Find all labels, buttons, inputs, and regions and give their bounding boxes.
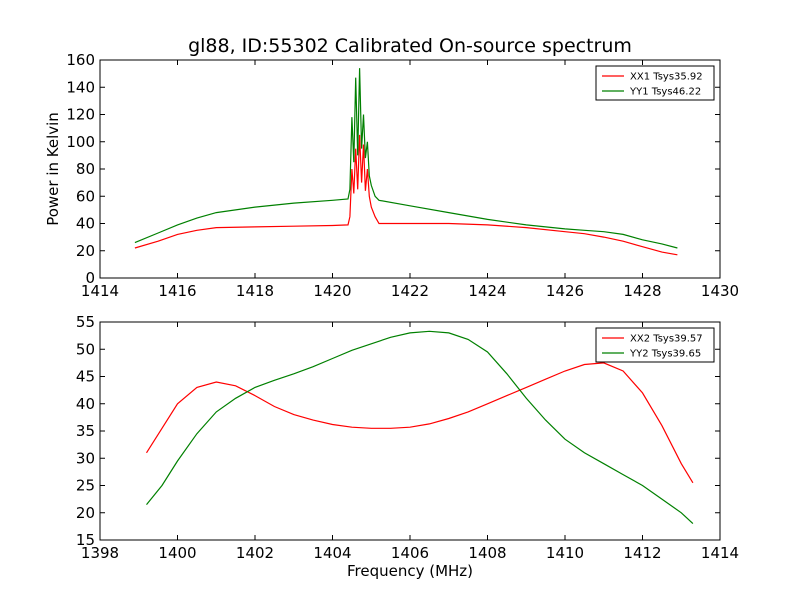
- y-tick-label: 140: [66, 78, 95, 96]
- bottom-spectrum-chart: Frequency (MHz) 1398 1400 1402 1404 1406 1408…: [76, 313, 739, 580]
- y-tick-label: 100: [66, 133, 95, 151]
- legend-entry: YY2 Tsys39.65: [629, 349, 701, 360]
- y-tick-label: 55: [76, 313, 95, 331]
- bottom-plot-area: 1398 1400 1402 1404 1406 1408 1410 1412 1414 15 20…: [76, 313, 739, 562]
- x-tick-label: 1398: [81, 544, 119, 562]
- legend: XX1 Tsys35.92 YY1 Tsys46.22: [595, 65, 715, 101]
- top-spectrum-chart: gl88, ID:55302 Calibrated On-source spec…: [44, 35, 739, 300]
- x-tick-label: 1418: [236, 282, 274, 300]
- y-axis-label: Power in Kelvin: [44, 112, 62, 226]
- y-tick-label: 40: [76, 395, 95, 413]
- x-tick-label: 1412: [623, 544, 661, 562]
- x-tick-label: 1404: [313, 544, 351, 562]
- y-tick-label: 160: [66, 51, 95, 69]
- x-tick-label: 1422: [391, 282, 429, 300]
- x-tick-label: 1400: [158, 544, 196, 562]
- x-axis-label: Frequency (MHz): [347, 562, 473, 580]
- x-tick-label: 1414: [701, 544, 739, 562]
- y-tick-label: 20: [76, 504, 95, 522]
- y-tick-label: 35: [76, 422, 95, 440]
- y-tick-label: 45: [76, 368, 95, 386]
- y-tick-label: 30: [76, 449, 95, 467]
- top-plot-area: 1414 1416 1418 1420 1422 1424 1426 1428 1430 0 20 4…: [66, 51, 739, 300]
- chart-title: gl88, ID:55302 Calibrated On-source spec…: [188, 35, 632, 57]
- legend: XX2 Tsys39.57 YY2 Tsys39.65: [595, 327, 715, 363]
- y-tick-label: 15: [76, 531, 95, 549]
- x-tick-label: 1414: [81, 282, 119, 300]
- x-tick-label: 1428: [623, 282, 661, 300]
- y-tick-label: 25: [76, 477, 95, 495]
- x-tick-label: 1402: [236, 544, 274, 562]
- y-tick-label: 20: [76, 242, 95, 260]
- y-tick-label: 80: [76, 160, 95, 178]
- x-tick-label: 1420: [313, 282, 351, 300]
- legend-entry: YY1 Tsys46.22: [629, 87, 701, 98]
- x-tick-label: 1410: [546, 544, 584, 562]
- x-tick-label: 1430: [701, 282, 739, 300]
- legend-entry: XX1 Tsys35.92: [630, 72, 703, 83]
- x-tick-label: 1406: [391, 544, 429, 562]
- x-tick-label: 1416: [158, 282, 196, 300]
- series-line-2: [134, 68, 678, 249]
- y-tick-label: 120: [66, 106, 95, 124]
- x-tick-label: 1426: [546, 282, 584, 300]
- x-tick-label: 1408: [468, 544, 506, 562]
- x-tick-label: 1424: [468, 282, 506, 300]
- series-line-1: [134, 134, 678, 256]
- y-tick-label: 40: [76, 215, 95, 233]
- series-line-1: [145, 362, 694, 484]
- series-line-2: [146, 330, 694, 525]
- y-tick-label: 60: [76, 187, 95, 205]
- y-tick-label: 0: [85, 269, 95, 287]
- legend-entry: XX2 Tsys39.57: [630, 334, 703, 345]
- y-tick-label: 50: [76, 340, 95, 358]
